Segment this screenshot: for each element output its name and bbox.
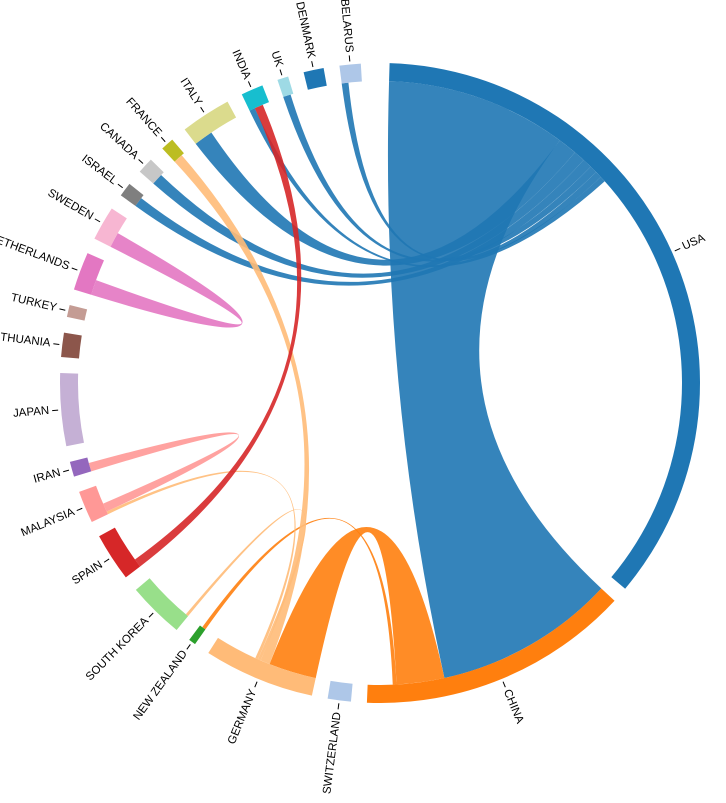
label-uk: UK [269, 50, 285, 69]
tick-switzerland [337, 703, 340, 710]
label-israel: ISRAEL [79, 153, 119, 188]
label-belarus: BELARUS [338, 0, 355, 53]
arc-france [162, 139, 184, 162]
tick-uk [279, 69, 283, 76]
label-spain: SPAIN [70, 559, 105, 587]
arc-turkey [66, 304, 88, 321]
label-layer: USA CHINA SWITZERLAND GERMANY NEW ZEALANDSOU… [0, 0, 707, 795]
label-usa: USA [681, 232, 708, 253]
tick-germany [254, 681, 258, 688]
label-japan: JAPAN [13, 405, 50, 420]
label-italy: ITALY [177, 76, 204, 108]
tick-turkey [59, 308, 66, 311]
tick-netherlands [71, 267, 78, 271]
label-china: CHINA [501, 688, 526, 726]
label-france: FRANCE [123, 96, 164, 140]
label-denmark: DENMARK [293, 1, 317, 60]
arc-netherlands [73, 253, 104, 295]
label-malaysia: MALAYSIA [19, 506, 76, 539]
arc-belarus [339, 63, 362, 84]
label-netherlands: NETHERLANDS [0, 231, 71, 272]
tick-spain [103, 558, 110, 563]
ribbon-iran-malaysia [88, 432, 240, 512]
arc-new-zealand [189, 625, 206, 645]
ribbon-layer [88, 81, 605, 685]
label-iran: IRAN [32, 467, 62, 486]
label-india: INDIA [229, 48, 252, 81]
tick-malaysia [76, 507, 83, 512]
tick-china [502, 681, 506, 688]
label-germany: GERMANY [226, 687, 259, 746]
tick-israel [117, 183, 123, 189]
tick-sweden [94, 218, 101, 223]
tick-canada [138, 159, 144, 164]
arc-germany [208, 637, 316, 696]
arc-lithuania [61, 332, 82, 359]
label-new-zealand: NEW ZEALAND [131, 648, 189, 722]
tick-iran [63, 469, 70, 473]
ribbon-sweden-netherlands [91, 233, 243, 328]
arc-south-korea [135, 578, 189, 631]
arc-malaysia [79, 485, 108, 523]
label-lithuania: LITHUANIA [0, 330, 51, 349]
ribbon-usa-china [387, 81, 602, 679]
ribbon-germany-south-korea [185, 509, 307, 661]
ribbon-china-germany [269, 526, 445, 685]
arc-usa [389, 63, 700, 589]
arc-israel [120, 183, 144, 206]
label-switzerland: SWITZERLAND [321, 712, 343, 795]
label-sweden: SWEDEN [45, 187, 95, 223]
arc-china [366, 588, 615, 704]
tick-italy [200, 106, 205, 113]
arc-denmark [303, 68, 327, 90]
arc-uk [277, 76, 294, 97]
label-south-korea: SOUTH KOREA [84, 615, 152, 683]
tick-japan [52, 409, 59, 412]
arc-layer [60, 63, 700, 704]
arc-iran [69, 457, 92, 477]
tick-france [160, 136, 166, 143]
tick-denmark [311, 61, 314, 68]
arc-italy [184, 101, 237, 144]
tick-new-zealand [186, 644, 191, 650]
arc-spain [99, 527, 141, 578]
tick-usa [674, 247, 681, 252]
arc-india [241, 85, 270, 111]
arc-canada [139, 159, 164, 184]
ribbon-usa-canada [153, 152, 584, 278]
label-canada: CANADA [97, 120, 141, 162]
ribbon-usa-italy [195, 132, 575, 266]
tick-india [247, 81, 252, 88]
arc-sweden [94, 208, 127, 247]
tick-belarus [348, 55, 351, 62]
arc-japan [60, 373, 84, 447]
tick-south-korea [148, 612, 154, 618]
tick-lithuania [53, 343, 60, 345]
label-turkey: TURKEY [10, 292, 58, 314]
arc-switzerland [327, 680, 353, 702]
